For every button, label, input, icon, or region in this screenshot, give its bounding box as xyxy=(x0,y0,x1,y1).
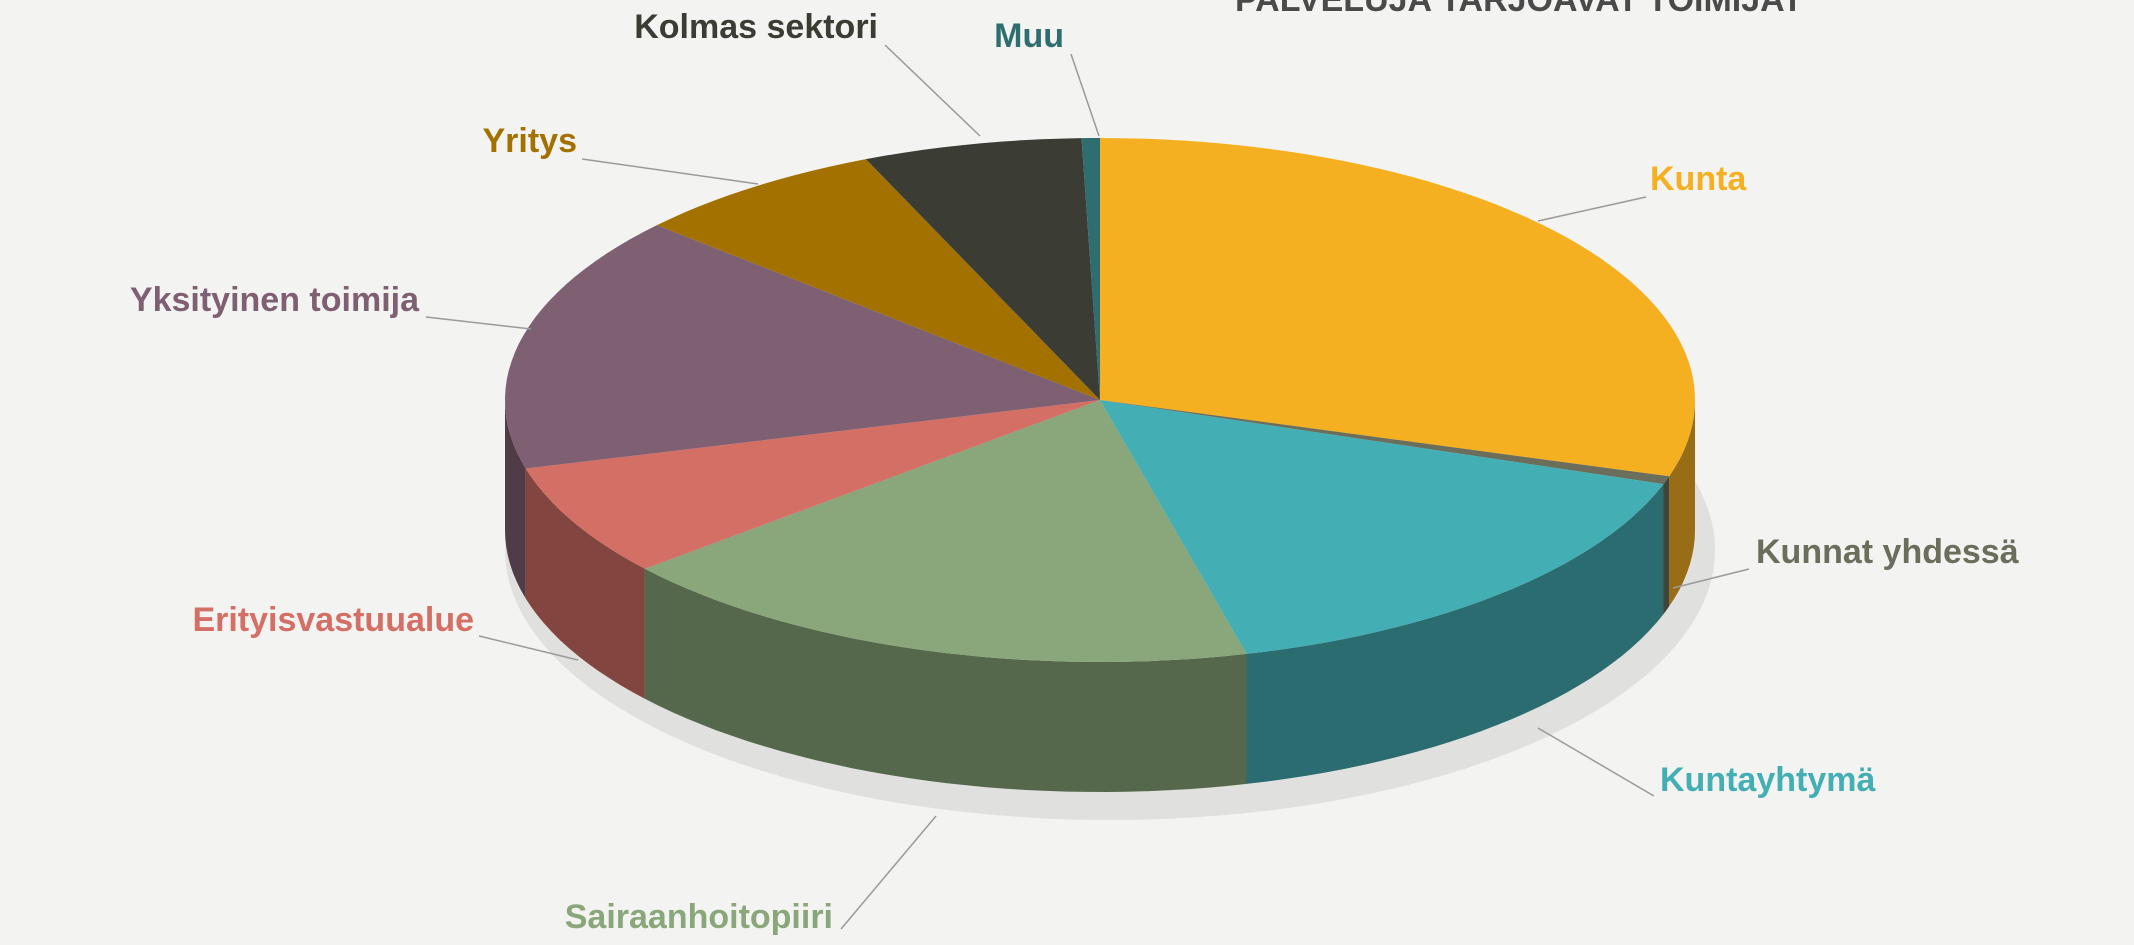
slice-label: Kunnat yhdessä xyxy=(1756,533,2019,571)
slice-label: Yritys xyxy=(483,122,578,160)
leader-line xyxy=(478,635,579,661)
pie-side xyxy=(525,468,645,699)
pie-slice xyxy=(644,400,1247,662)
pie-slice xyxy=(865,138,1100,400)
leader-line xyxy=(884,44,981,137)
chart-title: PALVELUJA TARJOAVAT TOIMIJAT xyxy=(1235,0,1803,19)
pie-side xyxy=(505,400,526,599)
pie-side xyxy=(644,568,1247,792)
leader-line xyxy=(1070,53,1100,137)
leader-line xyxy=(840,815,937,930)
slice-label: Sairaanhoitopiiri xyxy=(565,898,833,936)
leader-line xyxy=(1537,196,1647,222)
pie-slice xyxy=(1081,138,1100,400)
pie-slice xyxy=(1100,400,1664,654)
slice-label: Kunta xyxy=(1650,160,1747,198)
pie-slice xyxy=(505,225,1100,469)
leader-line xyxy=(581,158,759,185)
slice-label: Muu xyxy=(994,17,1064,55)
pie-side xyxy=(1669,400,1695,607)
pie-slice xyxy=(1100,400,1670,485)
pie-side xyxy=(1663,476,1670,615)
slice-label: Kolmas sektori xyxy=(634,8,878,46)
pie-slice xyxy=(1100,138,1695,477)
slice-label: Kuntayhtymä xyxy=(1660,761,1875,799)
pie-side xyxy=(1246,484,1664,784)
slice-label: Yksityinen toimija xyxy=(130,281,420,319)
slice-label: Erityisvastuualue xyxy=(192,601,474,639)
leader-line xyxy=(425,316,532,330)
leader-line xyxy=(1672,568,1750,589)
pie-slice xyxy=(525,400,1100,569)
leader-line xyxy=(1537,727,1655,797)
pie-slice xyxy=(657,159,1100,400)
